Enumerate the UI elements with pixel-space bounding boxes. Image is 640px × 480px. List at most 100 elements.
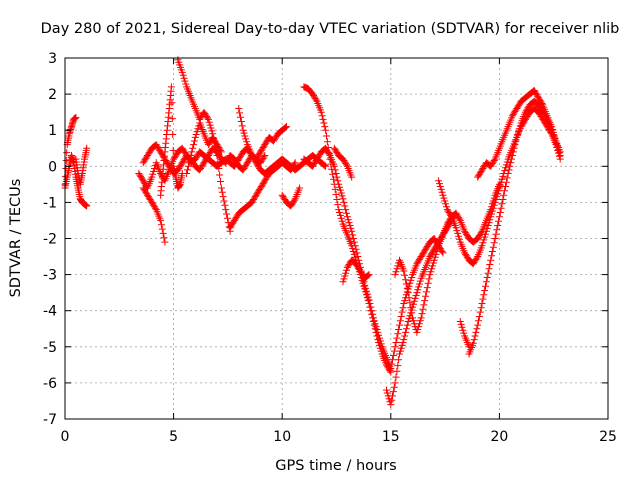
data-point xyxy=(515,102,522,110)
data-point xyxy=(429,247,437,255)
series-arc-22 xyxy=(474,87,564,181)
data-point xyxy=(260,178,268,186)
data-point xyxy=(419,305,427,313)
chart-title: Day 280 of 2021, Sidereal Day-to-day VTE… xyxy=(41,21,620,37)
data-point xyxy=(404,318,412,325)
data-point xyxy=(230,155,238,163)
data-point xyxy=(254,162,262,170)
data-point xyxy=(202,111,210,119)
data-point xyxy=(63,149,71,157)
data-point xyxy=(479,165,487,172)
data-point xyxy=(323,147,331,155)
data-point xyxy=(199,160,207,168)
data-point xyxy=(222,159,230,167)
data-point xyxy=(430,256,438,264)
data-point xyxy=(177,160,185,168)
data-point xyxy=(429,262,436,270)
data-point xyxy=(242,135,250,143)
data-point xyxy=(350,238,358,246)
data-point xyxy=(355,264,363,272)
data-point xyxy=(416,317,424,325)
data-point xyxy=(184,166,191,174)
data-point xyxy=(497,204,505,212)
data-point xyxy=(262,175,270,183)
data-point xyxy=(237,118,245,125)
data-point xyxy=(365,271,373,279)
data-point xyxy=(368,307,376,315)
data-point xyxy=(531,88,539,96)
data-point xyxy=(233,212,241,220)
data-point xyxy=(317,108,325,116)
data-point xyxy=(408,309,416,317)
data-point xyxy=(401,271,409,279)
data-point xyxy=(510,109,518,117)
data-point xyxy=(462,252,470,260)
data-point xyxy=(153,142,161,150)
data-point xyxy=(461,227,469,235)
data-point xyxy=(505,166,513,174)
data-point xyxy=(406,299,414,307)
data-point xyxy=(217,178,224,185)
data-point xyxy=(365,296,373,304)
data-point xyxy=(403,321,411,329)
data-points xyxy=(61,56,564,409)
data-point xyxy=(508,152,516,159)
data-point xyxy=(339,155,347,163)
data-point xyxy=(154,144,162,151)
data-point xyxy=(430,235,438,242)
data-point xyxy=(257,148,264,156)
data-point xyxy=(312,157,320,164)
data-point xyxy=(226,224,234,232)
data-point xyxy=(261,152,269,159)
data-point xyxy=(197,165,204,172)
data-point xyxy=(252,191,260,199)
data-point xyxy=(421,247,429,255)
data-point xyxy=(235,105,243,112)
data-point xyxy=(488,161,496,169)
data-point xyxy=(217,146,224,154)
data-point xyxy=(425,275,433,283)
data-point xyxy=(402,280,410,288)
data-point xyxy=(346,222,354,229)
data-point xyxy=(432,250,440,258)
data-point xyxy=(232,214,240,222)
data-point xyxy=(409,317,417,325)
data-point xyxy=(339,195,347,203)
data-point xyxy=(389,388,397,396)
data-point xyxy=(477,229,485,237)
data-point xyxy=(416,320,423,328)
data-point xyxy=(458,323,466,331)
data-point xyxy=(259,144,267,151)
x-tick-label: 5 xyxy=(169,429,178,445)
data-point xyxy=(414,286,422,294)
data-point xyxy=(392,339,400,346)
data-point xyxy=(164,159,171,167)
data-point xyxy=(249,153,257,161)
data-point xyxy=(248,152,256,159)
x-tick-label: 25 xyxy=(599,429,617,445)
data-point xyxy=(534,92,542,100)
data-point xyxy=(410,297,418,305)
data-point xyxy=(62,157,70,164)
data-point xyxy=(210,136,218,144)
data-point xyxy=(146,196,154,203)
data-point xyxy=(440,194,448,202)
data-point xyxy=(389,356,396,364)
data-point xyxy=(233,159,241,167)
data-point xyxy=(511,107,519,115)
data-point xyxy=(178,68,186,76)
data-point xyxy=(409,314,416,322)
data-point xyxy=(140,178,148,186)
data-point xyxy=(537,98,545,106)
data-point xyxy=(196,166,204,174)
data-point xyxy=(310,159,318,167)
data-point xyxy=(205,139,213,147)
data-point xyxy=(478,300,486,307)
data-point xyxy=(342,269,350,277)
data-point xyxy=(533,91,541,99)
data-point xyxy=(343,213,351,221)
data-point xyxy=(353,249,361,257)
data-point xyxy=(216,145,224,153)
data-point xyxy=(318,112,326,120)
data-point xyxy=(479,239,487,247)
